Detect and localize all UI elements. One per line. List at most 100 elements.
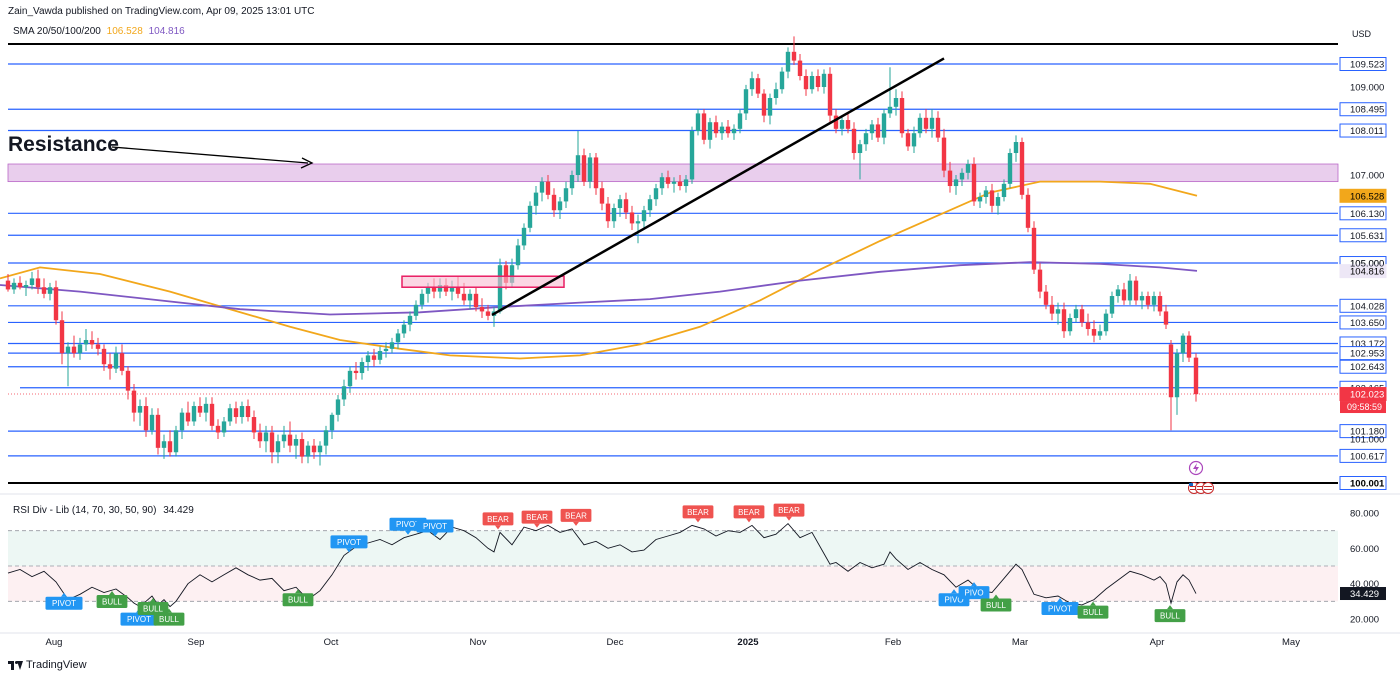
- candle-body: [365, 355, 371, 363]
- rsi-axis[interactable]: 80.000 60.000 40.000 20.000 34.429: [1340, 509, 1386, 626]
- candle-body: [407, 315, 413, 325]
- candle-body: [179, 412, 185, 431]
- candle-body: [1193, 357, 1199, 395]
- candle-body: [827, 73, 833, 116]
- candle-body: [893, 98, 899, 107]
- price-axis[interactable]: 109.523 108.495 108.011 106.528 106.130 105.6…: [1339, 57, 1387, 490]
- rsi-tick: 80.000: [1350, 509, 1379, 520]
- candle-body: [29, 278, 35, 286]
- candle-body: [269, 432, 275, 453]
- signal-pointer: [573, 521, 579, 526]
- candle-body: [749, 78, 755, 90]
- price-label-badge: [1339, 387, 1387, 402]
- time-tick: Aug: [46, 637, 63, 648]
- candle-body: [203, 403, 209, 413]
- time-axis[interactable]: Aug Sep Oct Nov Dec 2025 Feb Mar Apr May: [0, 632, 1400, 648]
- candle-body: [617, 199, 623, 209]
- signal-pointer: [951, 589, 957, 594]
- tradingview-logo-icon: [8, 660, 23, 670]
- candle-body: [851, 128, 857, 154]
- candle-body: [863, 133, 869, 145]
- candle-body: [659, 177, 665, 189]
- signal-badge: [153, 612, 185, 626]
- candle-body: [257, 432, 263, 442]
- price-tick: 107.000: [1350, 171, 1384, 182]
- candle-body: [1067, 318, 1073, 332]
- countdown-badge: [1340, 401, 1386, 414]
- candle-body: [161, 441, 167, 448]
- candle-body: [545, 181, 551, 195]
- candle-body: [17, 282, 23, 288]
- rsi-value-badge: [1340, 587, 1386, 601]
- candle-body: [1103, 313, 1109, 332]
- signal-pointer: [1090, 601, 1096, 606]
- candle-body: [1139, 296, 1145, 301]
- candle-body: [503, 265, 509, 283]
- candle-body: [215, 425, 221, 433]
- candle-body: [413, 304, 419, 316]
- signal-label: BEAR: [738, 508, 760, 517]
- time-tick: Apr: [1150, 637, 1165, 648]
- price-label-badge: [1339, 188, 1387, 203]
- candle-body: [1055, 309, 1061, 314]
- candle-body: [779, 71, 785, 90]
- candle-body: [173, 430, 179, 453]
- candles: [5, 36, 1199, 466]
- lightning-icon: [1188, 460, 1204, 476]
- sma-legend[interactable]: SMA 20/50/100/200 106.528 104.816: [13, 26, 185, 37]
- signal-badge: [282, 593, 314, 607]
- candle-body: [605, 203, 611, 222]
- candle-body: [911, 133, 917, 147]
- candle-body: [443, 285, 449, 292]
- candle-body: [23, 285, 29, 288]
- drawings: [111, 57, 945, 317]
- price-label-badge: [1339, 102, 1387, 117]
- price-label: 101.180: [1350, 427, 1384, 438]
- rsi-tick: 20.000: [1350, 615, 1379, 626]
- candle-body: [905, 133, 911, 147]
- candle-body: [323, 430, 329, 446]
- candle-body: [389, 342, 395, 349]
- candle-body: [803, 76, 809, 90]
- time-tick: Dec: [607, 637, 624, 648]
- candle-body: [497, 265, 503, 312]
- candle-body: [59, 320, 65, 354]
- signal-badge: [980, 598, 1012, 612]
- candle-body: [689, 131, 695, 180]
- price-label: 102.023: [1350, 390, 1384, 401]
- tradingview-watermark[interactable]: TradingView: [8, 659, 87, 671]
- candle-body: [461, 293, 467, 301]
- candle-body: [1115, 289, 1121, 297]
- signal-pointer: [1167, 605, 1173, 610]
- candle-body: [479, 307, 485, 312]
- signal-pointer: [166, 608, 172, 613]
- currency-label[interactable]: USD: [1352, 29, 1372, 39]
- signal-pointer: [695, 518, 701, 523]
- candle-body: [833, 115, 839, 129]
- candle-body: [299, 439, 305, 457]
- candle-body: [653, 188, 659, 200]
- price-label-badge: [1339, 315, 1387, 330]
- candle-body: [1157, 296, 1163, 312]
- price-label: 100.001: [1350, 479, 1385, 490]
- rsi-legend[interactable]: RSI Div - Lib (14, 70, 30, 50, 90) 34.42…: [13, 505, 194, 516]
- signal-badge: [560, 508, 592, 522]
- event-icons[interactable]: [1188, 460, 1214, 494]
- price-label: 104.028: [1350, 301, 1384, 312]
- price-label: 106.528: [1350, 191, 1384, 202]
- candle-body: [509, 265, 515, 283]
- candle-body: [1163, 311, 1169, 325]
- candle-body: [713, 122, 719, 134]
- signal-label: PIVOT: [396, 520, 420, 529]
- candle-body: [785, 51, 791, 72]
- candle-body: [707, 122, 713, 140]
- candle-body: [593, 157, 599, 189]
- signal-label: BEAR: [487, 515, 509, 524]
- candle-body: [737, 113, 743, 129]
- candle-body: [419, 293, 425, 305]
- candle-body: [1085, 322, 1091, 330]
- candle-body: [809, 76, 815, 90]
- sma-orange-line: [0, 180, 1198, 360]
